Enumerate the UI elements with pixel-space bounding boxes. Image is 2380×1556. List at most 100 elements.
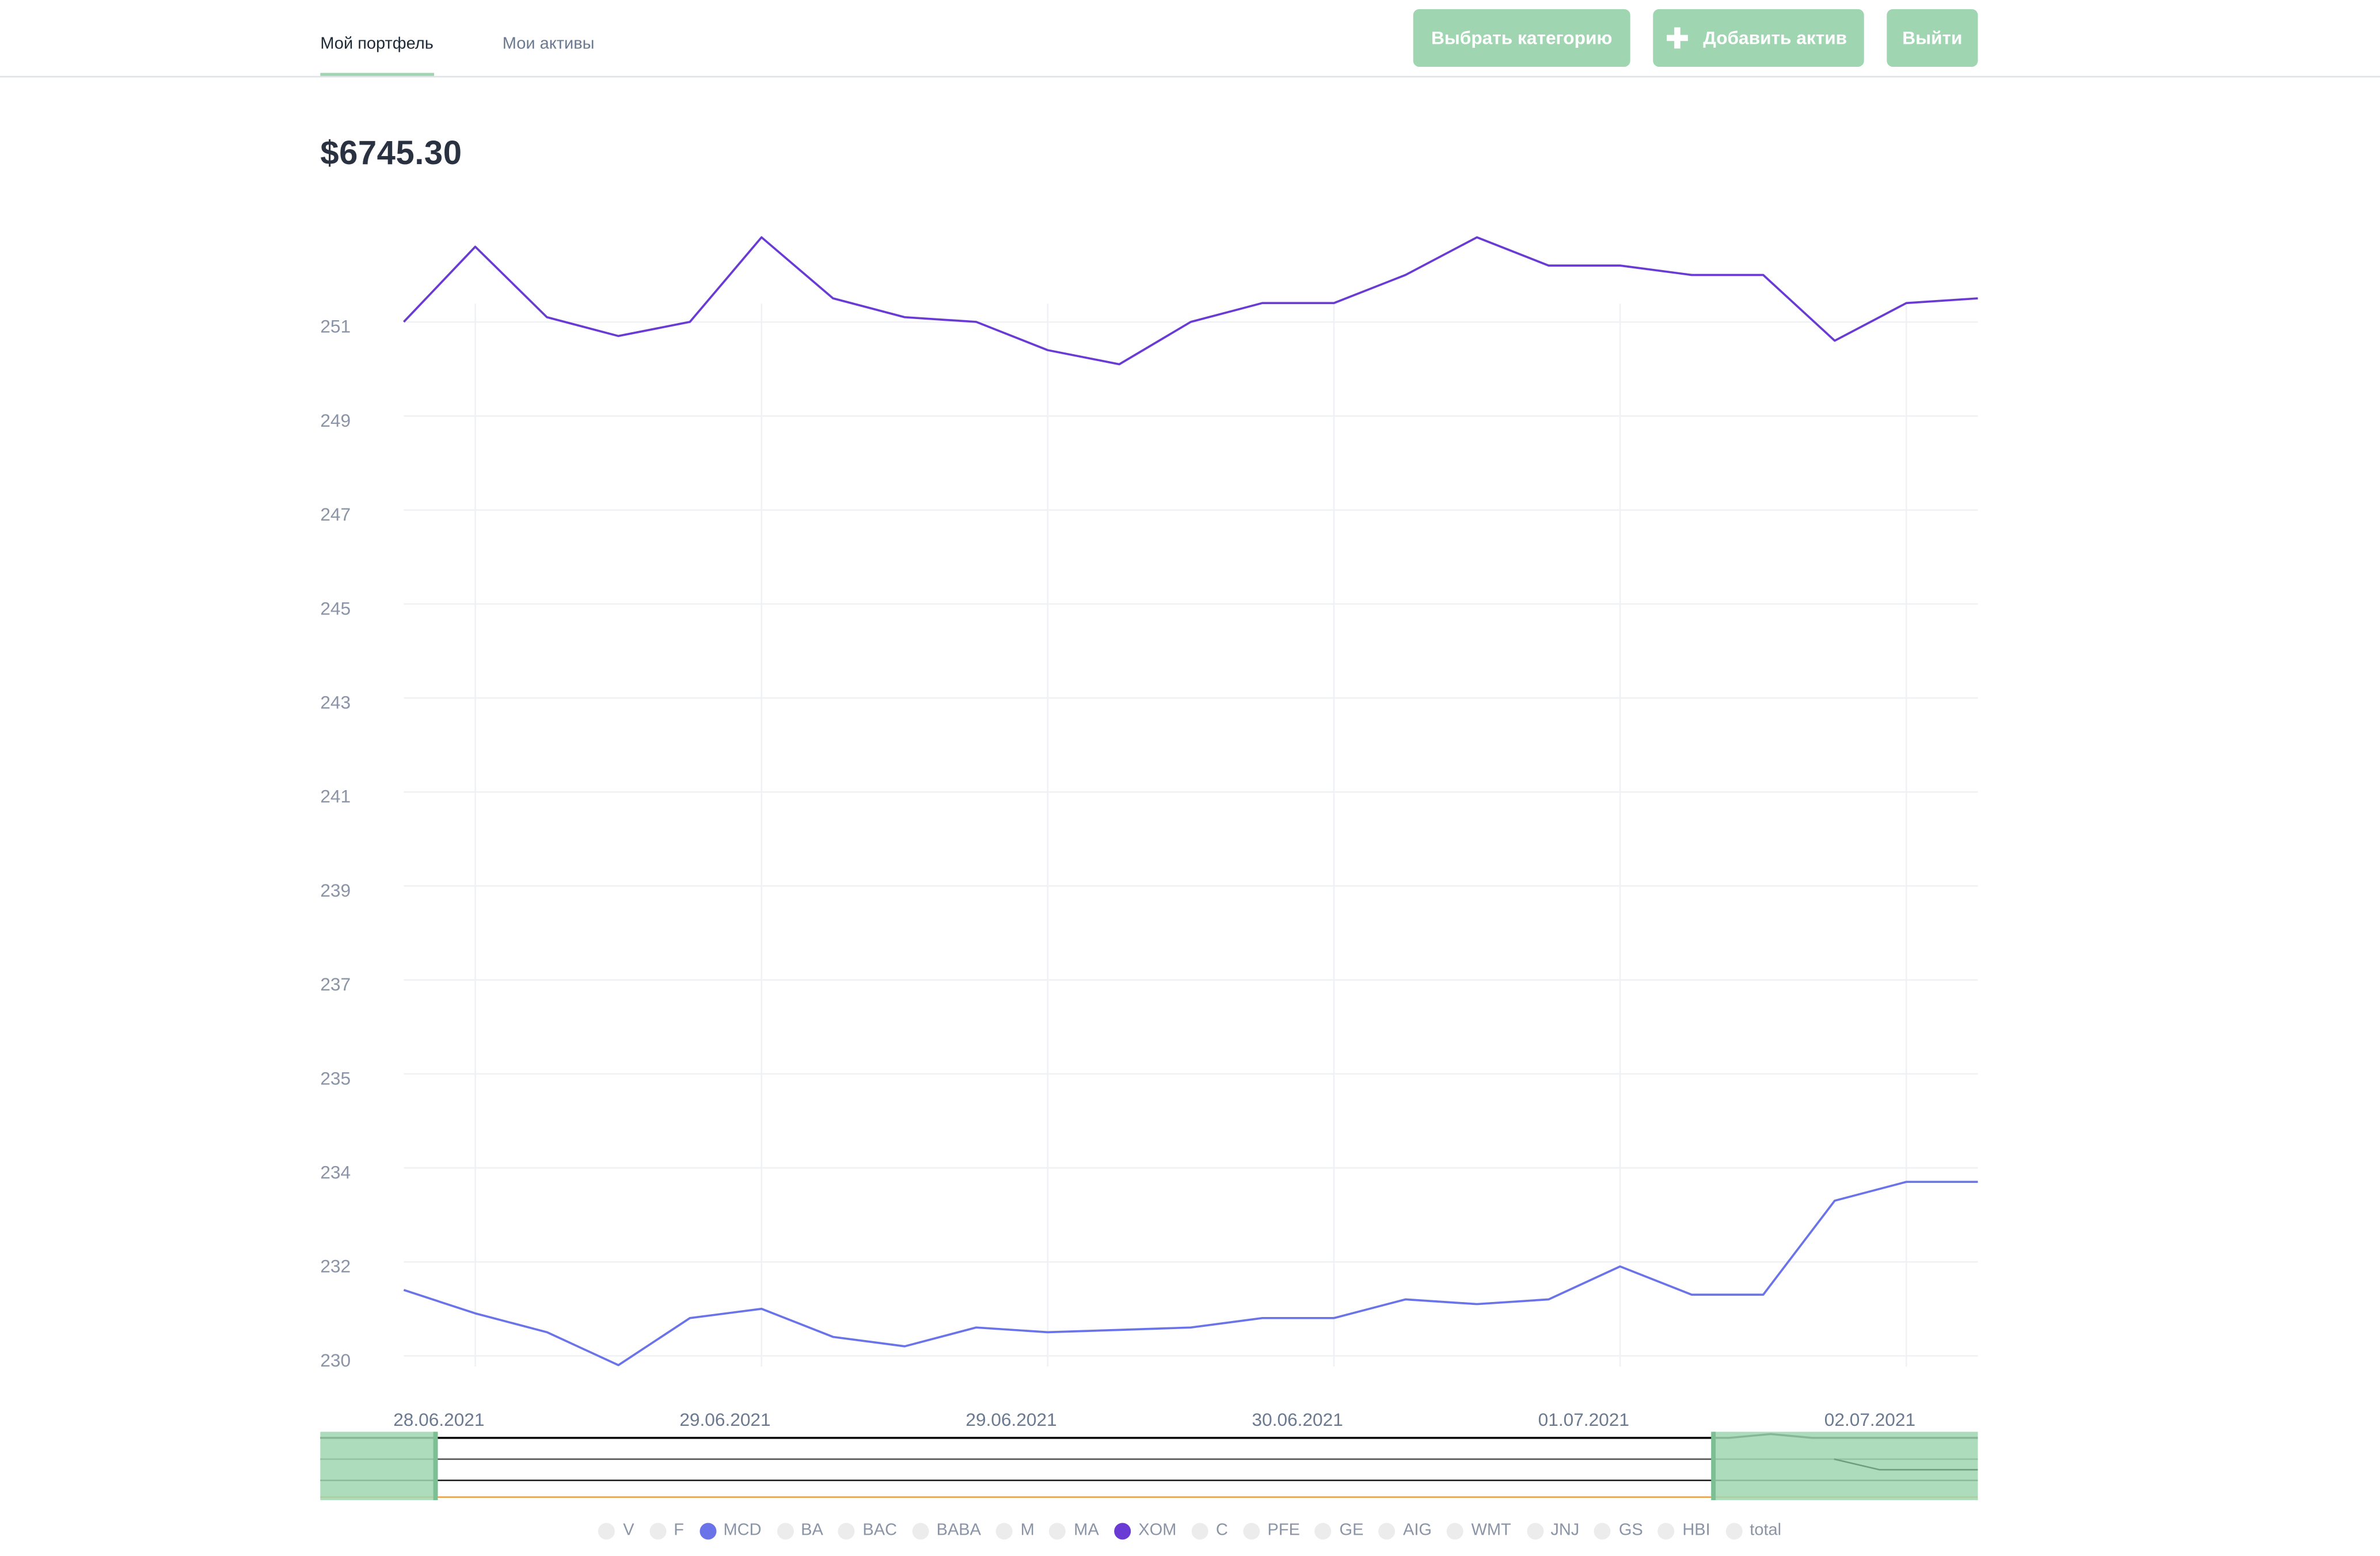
legend-item-ba[interactable]: BA [776, 1521, 823, 1540]
legend-label: total [1750, 1521, 1782, 1540]
legend-dot [1725, 1522, 1743, 1539]
legend-label: PFE [1267, 1521, 1300, 1540]
y-tick-label: 245 [320, 598, 351, 618]
tab-my-portfolio[interactable]: Мой портфель [320, 0, 435, 76]
y-tick-label: 239 [320, 880, 351, 901]
legend-item-aig[interactable]: AIG [1378, 1521, 1432, 1540]
navigator-right-mask [1712, 1432, 1978, 1500]
legend-item-ma[interactable]: MA [1050, 1521, 1099, 1540]
legend-dot [1594, 1522, 1611, 1539]
plus-icon [1666, 27, 1688, 49]
horizontal-grid [404, 321, 1978, 1357]
y-tick-label: 247 [320, 504, 351, 525]
legend-dot [1378, 1522, 1396, 1539]
select-category-button[interactable]: Выбрать категорию [1413, 9, 1630, 67]
legend-item-c[interactable]: C [1191, 1521, 1228, 1540]
y-tick-label: 241 [320, 786, 351, 807]
navigator-left-handle[interactable] [433, 1432, 438, 1500]
legend-item-v[interactable]: V [599, 1521, 634, 1540]
legend-label: WMT [1471, 1521, 1511, 1540]
x-axis-ticks: 28.06.2021 29.06.2021 29.06.2021 30.06.2021… [393, 1409, 1915, 1430]
legend-dot [1526, 1522, 1543, 1539]
legend-item-gs[interactable]: GS [1594, 1521, 1643, 1540]
y-axis-ticks: 230 232 234 235 237 239 241 243 245 247 249 251 [320, 316, 351, 1371]
series-line-xom [402, 236, 1978, 366]
series-lines [402, 236, 1978, 1367]
legend-label: BA [801, 1521, 823, 1540]
y-tick-label: 232 [320, 1256, 351, 1277]
legend-item-xom[interactable]: XOM [1114, 1521, 1176, 1540]
logout-button[interactable]: Выйти [1887, 9, 1978, 67]
legend-dot [1243, 1522, 1260, 1539]
legend-item-total[interactable]: total [1725, 1521, 1781, 1540]
legend-item-jnj[interactable]: JNJ [1526, 1521, 1579, 1540]
vertical-grid [474, 303, 1907, 1367]
legend-item-wmt[interactable]: WMT [1447, 1521, 1511, 1540]
x-tick-label: 02.07.2021 [1824, 1409, 1915, 1430]
legend-label: BAC [862, 1521, 898, 1540]
y-tick-label: 251 [320, 316, 351, 337]
legend-label: GE [1339, 1521, 1364, 1540]
legend-dot [1050, 1522, 1067, 1539]
legend-dot [912, 1522, 929, 1539]
legend-label: MA [1074, 1521, 1099, 1540]
y-tick-label: 234 [320, 1162, 351, 1183]
navigator-right-handle[interactable] [1711, 1432, 1716, 1500]
legend-item-m[interactable]: M [996, 1521, 1035, 1540]
legend-label: V [623, 1521, 634, 1540]
legend-label: JNJ [1550, 1521, 1580, 1540]
navigator-background [320, 1432, 1978, 1500]
legend-item-hbi[interactable]: HBI [1658, 1521, 1710, 1540]
legend-item-ge[interactable]: GE [1315, 1521, 1363, 1540]
chart-legend: V F MCD BA BAC BABA M MA XOM C PFE GE AIG WMT JNJ GS HBI… [0, 1515, 2380, 1546]
legend-label: HBI [1682, 1521, 1710, 1540]
legend-dot [649, 1522, 667, 1539]
series-line-mcd [403, 1181, 1978, 1367]
legend-item-pfe[interactable]: PFE [1243, 1521, 1300, 1540]
y-tick-label: 235 [320, 1068, 351, 1088]
navigator-mini-line [1834, 1458, 1978, 1471]
legend-item-bac[interactable]: BAC [838, 1521, 897, 1540]
legend-dot [838, 1522, 856, 1539]
legend-item-baba[interactable]: BABA [912, 1521, 981, 1540]
y-tick-label: 237 [320, 974, 351, 995]
legend-dot [1658, 1522, 1675, 1539]
x-tick-label: 28.06.2021 [393, 1409, 484, 1430]
range-navigator[interactable] [320, 1432, 1978, 1500]
legend-label: GS [1618, 1521, 1643, 1540]
add-asset-label: Добавить актив [1703, 27, 1847, 49]
legend-dot [1114, 1522, 1131, 1539]
legend-label: BABA [936, 1521, 982, 1540]
legend-label: F [674, 1521, 684, 1540]
legend-label: MCD [723, 1521, 762, 1540]
tab-my-assets[interactable]: Мои активы [503, 0, 595, 76]
select-category-label: Выбрать категорию [1431, 27, 1613, 49]
y-tick-label: 230 [320, 1350, 351, 1371]
tab-my-assets-label: Мои активы [502, 35, 595, 54]
y-tick-label: 243 [320, 692, 351, 713]
legend-dot [699, 1522, 716, 1539]
legend-label: M [1020, 1521, 1035, 1540]
legend-dot [1315, 1522, 1332, 1539]
x-tick-label: 30.06.2021 [1252, 1409, 1343, 1430]
logout-label: Выйти [1902, 27, 1963, 49]
navigator-left-mask [320, 1432, 436, 1500]
x-tick-label: 01.07.2021 [1538, 1409, 1629, 1430]
legend-dot [776, 1522, 793, 1539]
portfolio-total-value: $6745.30 [320, 134, 462, 172]
legend-dot [996, 1522, 1013, 1539]
add-asset-button[interactable]: Добавить актив [1653, 9, 1864, 67]
legend-dot [1447, 1522, 1464, 1539]
legend-item-mcd[interactable]: MCD [699, 1521, 762, 1540]
legend-label: C [1215, 1521, 1228, 1540]
navigator-mini-line [320, 1433, 1978, 1439]
tab-my-portfolio-label: Мой портфель [320, 35, 434, 54]
legend-dot [599, 1522, 616, 1539]
y-tick-label: 249 [320, 410, 351, 431]
legend-label: XOM [1138, 1521, 1177, 1540]
top-navigation-bar: Мой портфель Мои активы Выбрать категори… [0, 0, 2380, 78]
x-tick-label: 29.06.2021 [965, 1409, 1056, 1430]
legend-item-f[interactable]: F [649, 1521, 684, 1540]
